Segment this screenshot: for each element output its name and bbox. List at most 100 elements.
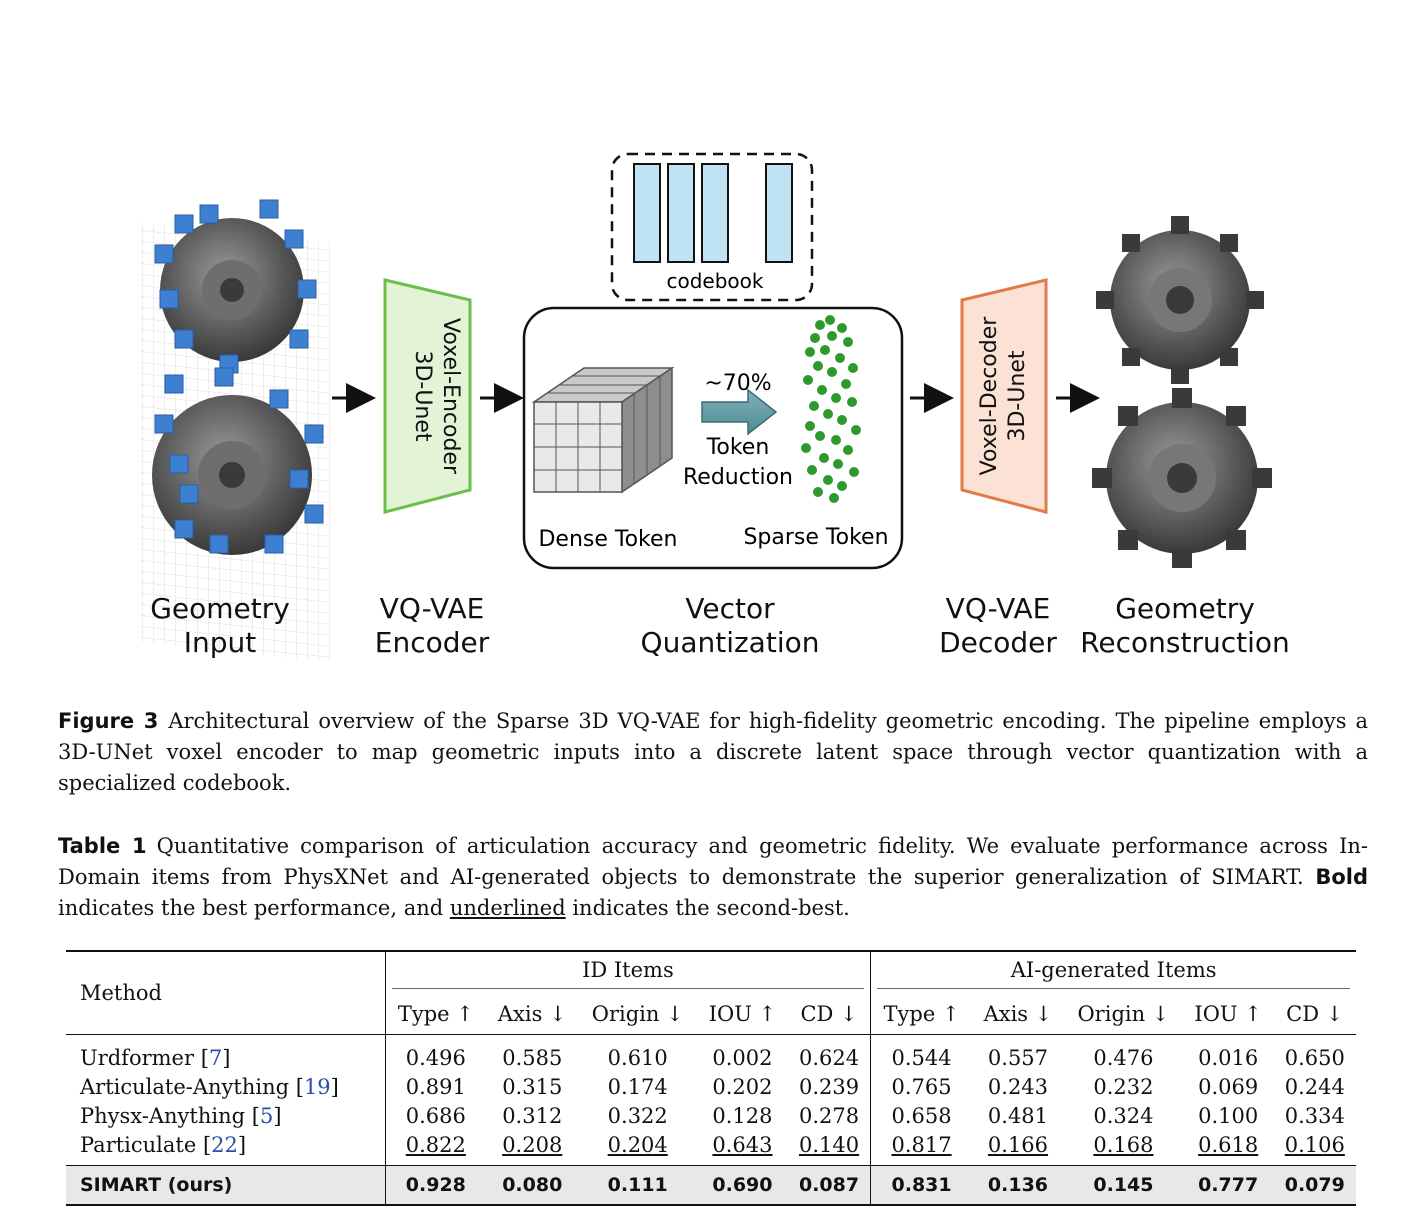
metric-header: Type ↑ <box>870 994 972 1035</box>
value-cell-best: 0.928 <box>384 1165 487 1206</box>
value-cell: 0.278 <box>798 1103 860 1128</box>
table-caption-label: Table 1 <box>58 834 147 858</box>
group-header-ai: AI-generated Items <box>870 950 1356 994</box>
reduction-label-1: Token <box>706 435 770 460</box>
value-cell: 0.585 <box>502 1045 563 1070</box>
value-cell: 0.624 <box>798 1045 860 1070</box>
value-cell: 0.069 <box>1198 1074 1259 1099</box>
geometry-input-voxels <box>140 199 330 663</box>
value-cell-best: 0.136 <box>971 1165 1065 1206</box>
value-cell-best: 0.777 <box>1182 1165 1274 1206</box>
value-cell: 0.610 <box>607 1045 668 1070</box>
value-cell: 0.322 <box>607 1103 668 1128</box>
citation-link[interactable]: 19 <box>303 1074 331 1099</box>
value-cell: 0.244 <box>1284 1074 1345 1099</box>
stage-label-encoder: VQ-VAE Encoder <box>374 592 490 659</box>
value-cell-best: 0.111 <box>578 1165 698 1206</box>
sparse-token-points <box>801 315 861 503</box>
reduction-arrow <box>701 388 778 436</box>
geometry-reconstruction-gears <box>1092 216 1272 568</box>
decoder-box-line1: Voxel-Decoder 3D-Unet <box>977 316 1030 476</box>
sparse-token-label: Sparse Token <box>743 525 888 550</box>
metric-header: IOU ↑ <box>697 994 788 1035</box>
value-cell: 0.765 <box>870 1072 972 1101</box>
table-caption-text: Quantitative comparison of articulation … <box>58 834 1369 889</box>
value-cell: 0.239 <box>798 1074 860 1099</box>
value-cell-second-best: 0.204 <box>607 1132 668 1157</box>
encoder-box-line1: Voxel-Encoder3D-Unet <box>410 318 463 475</box>
results-table: Method ID Items AI-generated Items Type … <box>66 950 1356 1206</box>
stage-label-geometry-input: Geometry Input <box>150 592 290 659</box>
value-cell: 0.243 <box>987 1074 1049 1099</box>
stage-label-vector-quantization: Vector Quantization <box>640 592 820 659</box>
value-cell: 0.174 <box>607 1074 668 1099</box>
value-cell: 0.016 <box>1198 1045 1259 1070</box>
table-caption-end-text: indicates the second-best. <box>565 896 850 920</box>
codebook-label: codebook <box>667 269 764 293</box>
value-cell: 0.100 <box>1198 1103 1259 1128</box>
table-caption-underline-word: underlined <box>449 896 566 920</box>
table-row: Physx-Anything [5] 0.686 0.312 0.322 0.1… <box>66 1101 1356 1130</box>
reduction-percent: ~70% <box>704 371 771 396</box>
value-cell: 0.002 <box>712 1045 773 1070</box>
citation-link[interactable]: 7 <box>208 1045 223 1070</box>
stage-label-decoder: VQ-VAE Decoder <box>939 592 1057 659</box>
metric-header: Origin ↓ <box>1064 994 1183 1035</box>
citation-link[interactable]: 5 <box>259 1103 274 1128</box>
value-cell-second-best: 0.822 <box>384 1130 487 1166</box>
figure-caption-label: Figure 3 <box>58 709 159 733</box>
value-cell-second-best: 0.817 <box>870 1130 972 1166</box>
value-cell: 0.496 <box>384 1034 487 1072</box>
value-cell-second-best: 0.208 <box>502 1132 563 1157</box>
method-cell: SIMART (ours) <box>66 1165 386 1206</box>
metric-header: Origin ↓ <box>578 994 698 1035</box>
reduction-label-2: Reduction <box>683 465 793 490</box>
dense-token-label: Dense Token <box>538 527 677 552</box>
value-cell: 0.334 <box>1284 1103 1345 1128</box>
value-cell-second-best: 0.643 <box>712 1132 773 1157</box>
value-cell-best: 0.080 <box>486 1165 579 1206</box>
metric-header: CD ↓ <box>787 994 871 1035</box>
method-cell: Urdformer [7] <box>80 1045 231 1070</box>
value-cell-second-best: 0.168 <box>1093 1132 1154 1157</box>
table-caption-mid-text: indicates the best performance, and <box>58 896 450 920</box>
metric-header: Axis ↓ <box>971 994 1065 1035</box>
dense-token-cube <box>531 366 675 494</box>
metric-header: IOU ↑ <box>1182 994 1274 1035</box>
method-header: Method <box>66 950 386 1035</box>
metric-header: Axis ↓ <box>486 994 579 1035</box>
value-cell: 0.686 <box>384 1101 487 1130</box>
value-cell: 0.232 <box>1093 1074 1154 1099</box>
value-cell-best: 0.831 <box>870 1165 972 1206</box>
value-cell: 0.324 <box>1093 1103 1154 1128</box>
value-cell-best: 0.087 <box>787 1165 871 1206</box>
value-cell: 0.476 <box>1093 1045 1154 1070</box>
architecture-diagram: Voxel-Encoder3D-Unet codebook <box>140 152 1272 663</box>
citation-link[interactable]: 22 <box>211 1132 238 1157</box>
value-cell: 0.312 <box>502 1103 563 1128</box>
metric-header: CD ↓ <box>1273 994 1356 1035</box>
value-cell: 0.315 <box>502 1074 563 1099</box>
table-row: Urdformer [7] 0.496 0.585 0.610 0.002 0.… <box>66 1034 1356 1072</box>
value-cell: 0.557 <box>987 1045 1049 1070</box>
value-cell: 0.481 <box>987 1103 1049 1128</box>
encoder-box: Voxel-Encoder3D-Unet <box>383 278 472 514</box>
value-cell-best: 0.690 <box>697 1165 788 1206</box>
table-caption: Table 1 Quantitative comparison of articu… <box>58 831 1368 924</box>
figure-caption-text: Architectural overview of the Sparse 3D … <box>58 709 1368 795</box>
method-cell: Articulate-Anything [19] <box>80 1074 339 1099</box>
architecture-figure: Voxel-Encoder3D-Unet codebook <box>120 140 1300 680</box>
figure-caption: Figure 3 Architectural overview of the Sp… <box>58 706 1368 799</box>
value-cell: 0.128 <box>712 1103 773 1128</box>
table-row: Articulate-Anything [19] 0.891 0.315 0.1… <box>66 1072 1356 1101</box>
value-cell: 0.650 <box>1284 1045 1345 1070</box>
stage-label-geometry-reconstruction: Geometry Reconstruction <box>1080 592 1290 659</box>
decoder-box: Voxel-Decoder 3D-Unet <box>960 278 1048 514</box>
value-cell: 0.658 <box>870 1101 972 1130</box>
value-cell-second-best: 0.166 <box>987 1132 1049 1157</box>
vector-quantization-box: ~70% Token Reduction Dense Token Sparse … <box>522 306 904 570</box>
group-header-id: ID Items <box>384 950 871 994</box>
value-cell: 0.202 <box>712 1074 773 1099</box>
value-cell-second-best: 0.106 <box>1284 1132 1345 1157</box>
table-caption-bold-word: Bold <box>1315 865 1369 889</box>
